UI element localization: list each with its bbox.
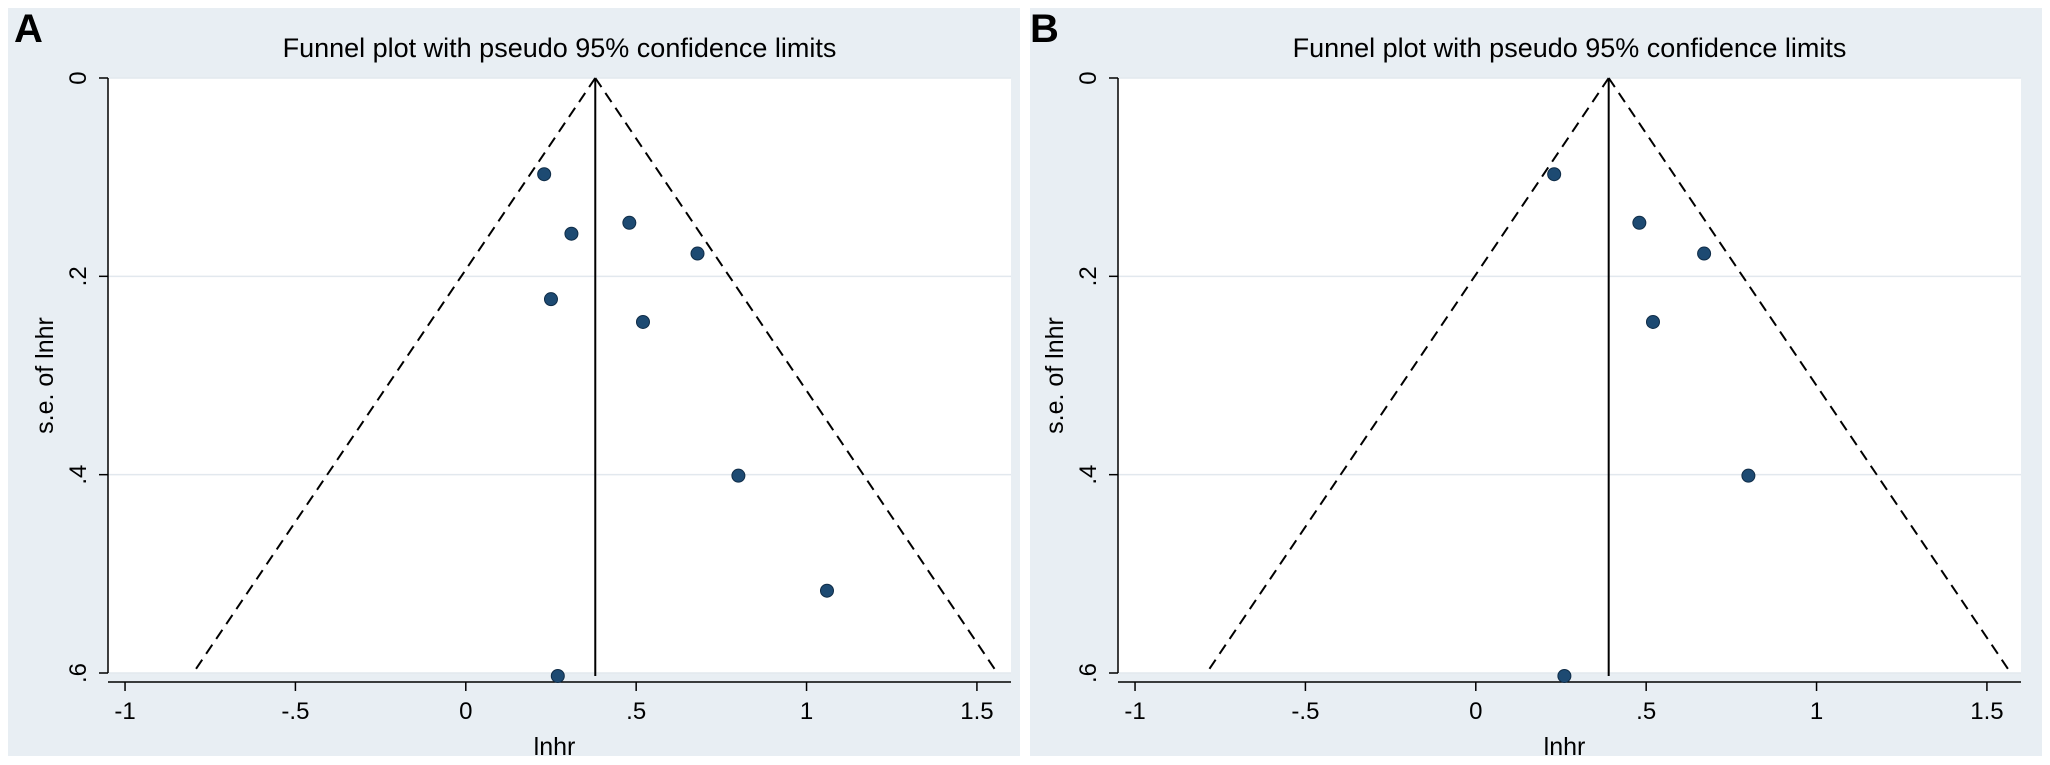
funnel-plot-panel-b: B Funnel plot with pseudo 95% confidence … [1030,7,2042,761]
study-point [1645,314,1660,329]
x-tick-label: 1 [1810,698,1823,725]
study-point [550,668,565,683]
panel-letter: B [1030,7,1059,51]
study-point [1557,668,1572,683]
y-tick-label: .2 [65,266,92,286]
y-tick-label: 0 [65,71,92,84]
study-point [1547,167,1562,182]
upper-confidence-limit [1607,77,2012,674]
funnel-plot-panel-a: A Funnel plot with pseudo 95% confidence … [8,7,1020,761]
y-axis-label: s.e. of lnhr [1041,317,1069,434]
study-point [543,292,558,307]
y-tick-label: .4 [65,465,92,485]
study-point [819,583,834,598]
upper-confidence-limit [594,77,999,674]
x-tick-label: 1 [800,698,813,725]
y-tick-label: .6 [65,663,92,683]
x-tick-label: -1 [1124,698,1145,725]
study-point [564,226,579,241]
study-point [1697,246,1712,261]
study-point [731,468,746,483]
y-tick-label: .4 [1075,465,1102,485]
x-tick-label: 0 [459,698,472,725]
x-tick-label: .5 [1636,698,1656,725]
chart-title: Funnel plot with pseudo 95% confidence l… [283,33,837,63]
study-point [537,167,552,182]
x-tick-label: -.5 [281,698,309,725]
x-axis-label: lnhr [534,733,576,761]
study-point [690,246,705,261]
plot-area [1118,78,2021,673]
chart-title: Funnel plot with pseudo 95% confidence l… [1293,33,1847,63]
x-axis-label: lnhr [1544,733,1586,761]
x-tick-label: 1.5 [1970,698,2003,725]
study-point [1632,215,1647,230]
study-point [635,314,650,329]
x-tick-label: 0 [1469,698,1482,725]
x-tick-label: -.5 [1291,698,1319,725]
lower-confidence-limit [1205,77,1610,674]
study-point [622,215,637,230]
y-tick-label: .6 [1075,663,1102,683]
y-tick-label: .2 [1075,266,1102,286]
y-axis-label: s.e. of lnhr [31,317,59,434]
panel-letter: A [14,7,43,51]
x-tick-label: 1.5 [960,698,993,725]
plot-area [108,78,1011,673]
study-point [1741,468,1756,483]
x-tick-label: -1 [114,698,135,725]
y-tick-label: 0 [1075,71,1102,84]
x-tick-label: .5 [626,698,646,725]
lower-confidence-limit [192,77,597,674]
